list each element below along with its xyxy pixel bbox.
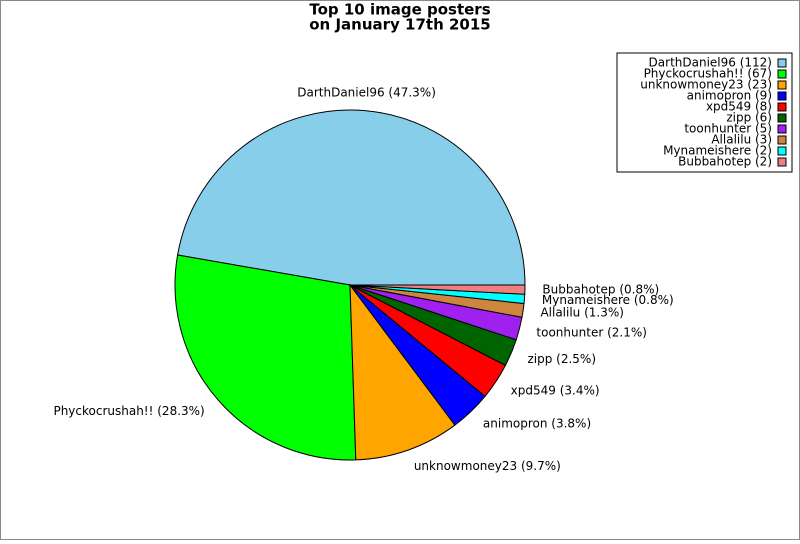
legend-swatch — [777, 124, 787, 134]
legend-label: DarthDaniel96 (112) — [649, 56, 772, 70]
legend-label: unknowmoney23 (23) — [640, 78, 772, 92]
legend-box — [616, 52, 793, 173]
legend-swatch — [777, 102, 787, 112]
legend-label: Bubbahotep (2) — [678, 155, 772, 169]
pie-slice — [349, 284, 526, 295]
slice-label: toonhunter (2.1%) — [536, 325, 647, 339]
legend-label: zipp (6) — [726, 111, 772, 125]
legend-label: xpd549 (8) — [706, 100, 772, 114]
slice-label: Mynameishere (0.8%) — [542, 293, 674, 307]
legend-swatch — [777, 80, 787, 90]
legend-label: toonhunter (5) — [684, 122, 772, 136]
legend-swatch — [777, 157, 787, 167]
slice-label: Phyckocrushah!! (28.3%) — [53, 404, 204, 418]
slice-label: DarthDaniel96 (47.3%) — [297, 86, 436, 100]
chart-title: Top 10 image posters — [309, 1, 490, 19]
pie-slice — [349, 283, 456, 461]
slice-label: xpd549 (3.4%) — [511, 384, 600, 398]
legend-label: Mynameishere (2) — [663, 144, 772, 158]
legend-swatch — [777, 69, 787, 79]
pie-slice — [174, 254, 357, 461]
legend-label: Allalilu (3) — [711, 133, 772, 147]
legend-swatch — [777, 113, 787, 123]
slice-label: zipp (2.5%) — [527, 352, 596, 366]
legend-swatch — [777, 135, 787, 145]
chart-title: on January 17th 2015 — [309, 16, 490, 34]
legend-label: animopron (9) — [687, 89, 772, 103]
pie-slice — [177, 109, 526, 286]
slice-label: unknowmoney23 (9.7%) — [414, 459, 561, 473]
legend-swatch — [777, 146, 787, 156]
slice-label: Allalilu (1.3%) — [540, 305, 624, 319]
slice-label: Bubbahotep (0.8%) — [542, 283, 659, 297]
legend-swatch — [777, 58, 787, 68]
legend-swatch — [777, 91, 787, 101]
legend-label: Phyckocrushah!! (67) — [644, 67, 772, 81]
slice-label: animopron (3.8%) — [483, 417, 591, 431]
